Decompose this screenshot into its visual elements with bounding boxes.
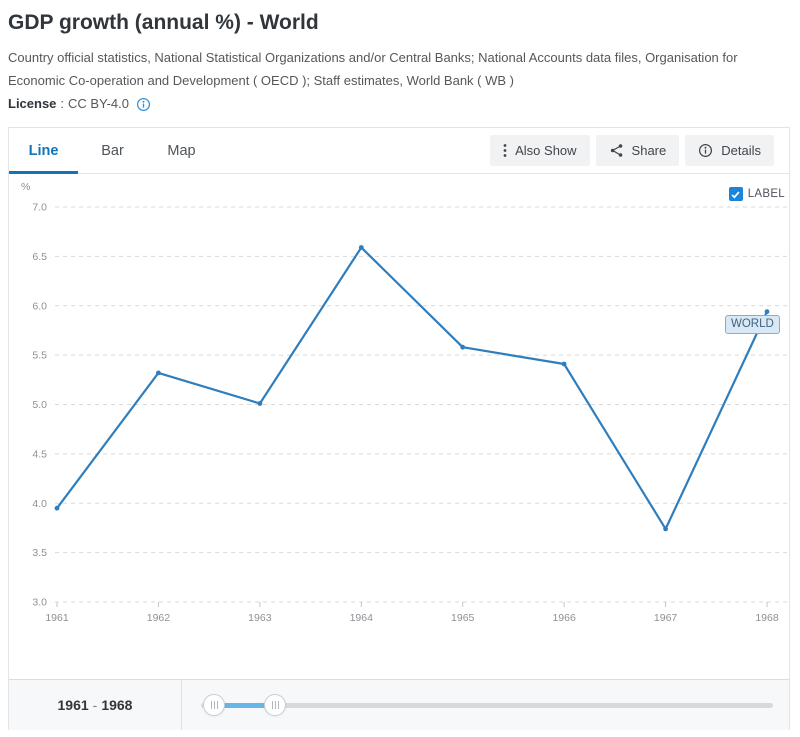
page-title: GDP growth (annual %) - World (8, 11, 319, 34)
details-label: Details (721, 143, 761, 158)
label-toggle-text: LABEL (747, 188, 785, 200)
x-tick-label: 1968 (755, 612, 779, 624)
line-chart: %7.0 6.5 6.0 5.5 5.0 4.5 4.0 3.5 3.0 1961 1962 1963… (21, 181, 789, 624)
license-separator: : (60, 96, 65, 111)
also-show-button[interactable]: Also Show (490, 135, 590, 166)
slider-track[interactable] (201, 703, 773, 708)
tab-map[interactable]: Map (147, 128, 216, 173)
data-point-1968[interactable] (764, 309, 770, 315)
y-tick-label: 4.0 (32, 498, 47, 510)
data-point-1962[interactable] (156, 370, 161, 376)
y-tick-label: 6.0 (32, 300, 47, 312)
x-tick-label: 1962 (147, 612, 171, 624)
data-point-1966[interactable] (561, 361, 567, 367)
info-icon (698, 143, 713, 158)
chart-panel: Line Bar Map (8, 127, 790, 730)
x-tick-label: 1965 (451, 612, 475, 624)
x-tick-label: 1967 (654, 612, 678, 624)
grip-icon (210, 701, 218, 709)
y-tick-label: 3.0 (32, 597, 47, 609)
y-tick-label: 5.5 (32, 350, 47, 362)
y-tick-label: 3.5 (32, 547, 47, 559)
license-label: License (8, 96, 57, 111)
tab-line-label: Line (28, 142, 59, 159)
x-tick-label: 1966 (552, 612, 576, 624)
tab-bar: Line Bar Map (9, 128, 789, 174)
share-button[interactable]: Share (595, 135, 680, 166)
data-point-1964[interactable] (358, 245, 364, 250)
range-label: 1961 - 1968 (9, 680, 182, 730)
slider-selected-range[interactable] (214, 703, 275, 708)
share-label: Share (631, 143, 667, 158)
y-tick-label: 7.0 (32, 202, 47, 214)
series-label-badge[interactable]: WORLD (725, 315, 780, 334)
share-icon (609, 143, 624, 158)
tab-line[interactable]: Line (9, 128, 78, 174)
time-range-footer: 1961 - 1968 (9, 679, 789, 730)
details-button[interactable]: Details (685, 135, 774, 166)
label-checkbox[interactable] (728, 187, 743, 201)
range-separator: - (92, 697, 98, 713)
data-point-1967[interactable] (663, 526, 668, 532)
y-tick-label: 4.5 (32, 448, 47, 460)
data-point-1965[interactable] (460, 344, 466, 350)
range-end: 1968 (101, 697, 133, 713)
slider-handle-start[interactable] (203, 694, 225, 716)
toolbar-actions: Also Show Share (490, 128, 789, 173)
label-toggle[interactable]: LABEL (728, 187, 785, 201)
y-tick-label: 6.5 (32, 251, 47, 263)
kebab-icon (503, 143, 507, 158)
source-text: Country official statistics, National St… (8, 50, 738, 88)
data-point-1961[interactable] (54, 505, 60, 511)
world-series-line[interactable] (55, 246, 769, 530)
grip-icon (271, 701, 279, 709)
y-axis-unit-label: % (21, 181, 30, 193)
header: GDP growth (annual %) - World Country of… (8, 8, 790, 113)
slider-handle-end[interactable] (264, 694, 286, 716)
also-show-label: Also Show (515, 143, 577, 158)
data-point-1963[interactable] (257, 401, 263, 406)
tab-bar-label: Bar (101, 142, 124, 159)
time-slider (182, 680, 789, 730)
page: GDP growth (annual %) - World Country of… (0, 8, 800, 730)
license-value: CC BY-4.0 (68, 96, 129, 111)
y-tick-label: 5.0 (32, 399, 47, 411)
x-tick-label: 1963 (248, 612, 272, 624)
license-info-icon[interactable] (136, 97, 151, 112)
tab-map-label: Map (167, 142, 196, 159)
x-tick-label: 1961 (45, 612, 69, 624)
range-start: 1961 (57, 697, 89, 713)
chart-region: % 7.0 6.5 6.0 5.5 5.0 4.5 4.0 3.5 3.0 1961 1962 1963… (9, 174, 791, 682)
x-tick-label: 1964 (350, 612, 374, 624)
tabs: Line Bar Map (9, 128, 216, 174)
license-line: License : CC BY-4.0 (8, 95, 790, 113)
tab-bar-chart[interactable]: Bar (78, 128, 147, 173)
